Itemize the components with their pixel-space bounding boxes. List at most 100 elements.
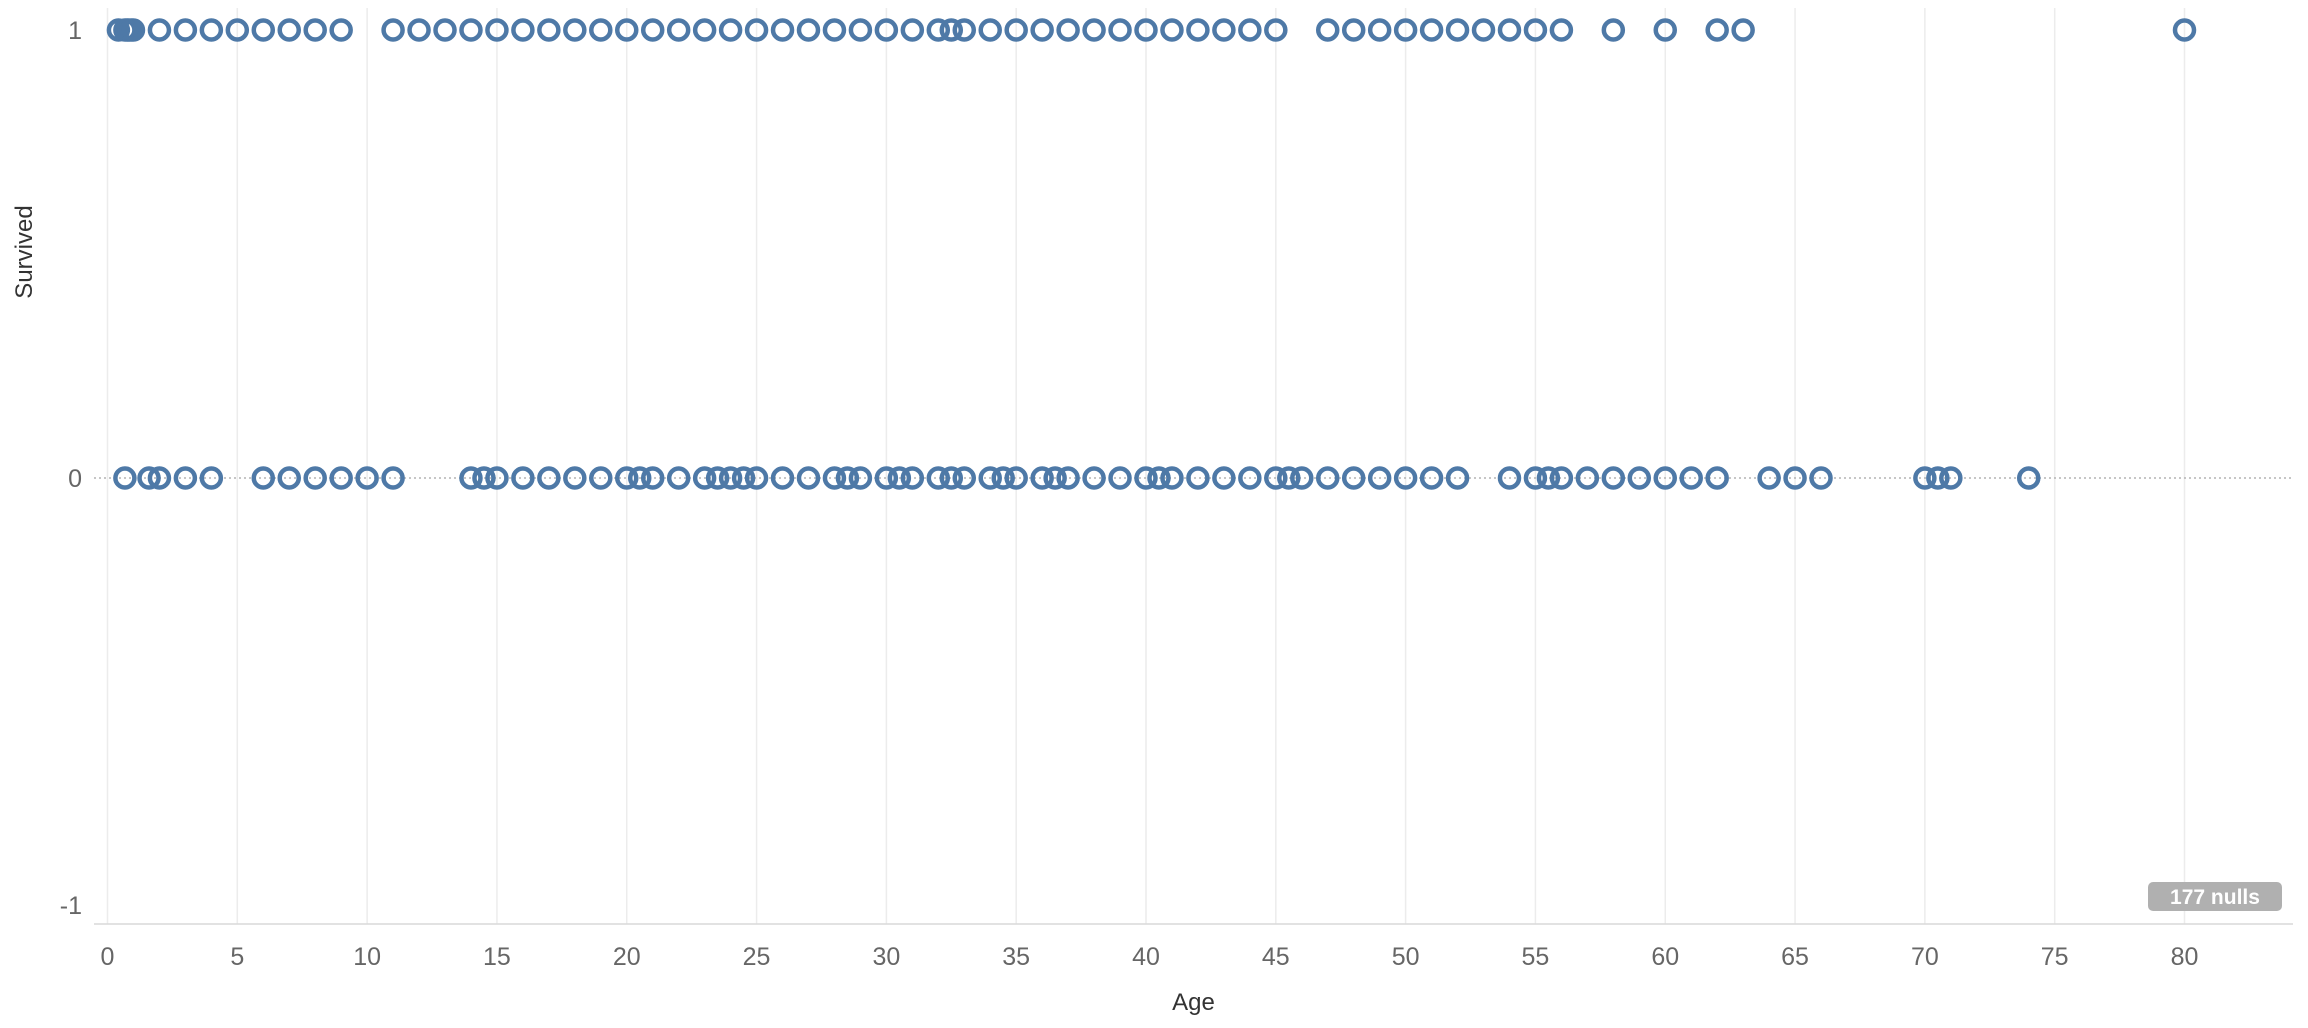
data-point[interactable] — [952, 18, 977, 42]
data-point[interactable] — [1341, 466, 1366, 490]
data-point[interactable] — [978, 466, 1002, 490]
data-point[interactable] — [303, 18, 327, 42]
mark-layer[interactable] — [106, 18, 2197, 490]
data-point[interactable] — [900, 18, 925, 42]
data-point[interactable] — [563, 466, 587, 490]
data-point[interactable] — [1160, 466, 1184, 490]
data-point[interactable] — [1601, 466, 1626, 490]
data-point[interactable] — [1277, 466, 1301, 490]
data-point[interactable] — [381, 18, 405, 42]
data-point[interactable] — [887, 466, 912, 490]
data-point[interactable] — [952, 466, 977, 490]
data-point[interactable] — [1679, 466, 1703, 490]
data-point[interactable] — [900, 466, 925, 490]
data-point[interactable] — [251, 466, 276, 490]
data-point[interactable] — [1108, 466, 1132, 490]
data-point[interactable] — [1523, 466, 1548, 490]
data-point[interactable] — [485, 466, 509, 490]
data-point[interactable] — [1134, 18, 1158, 42]
data-point[interactable] — [1653, 18, 1677, 42]
data-point[interactable] — [121, 18, 146, 42]
data-point[interactable] — [563, 18, 587, 42]
data-point[interactable] — [926, 466, 951, 490]
data-point[interactable] — [199, 18, 224, 42]
data-point[interactable] — [1004, 18, 1028, 42]
data-point[interactable] — [770, 18, 795, 42]
data-point[interactable] — [1757, 466, 1781, 490]
data-point[interactable] — [1419, 18, 1444, 42]
data-point[interactable] — [147, 466, 172, 490]
data-point[interactable] — [1445, 466, 1470, 490]
data-point[interactable] — [1004, 466, 1028, 490]
data-point[interactable] — [1056, 18, 1080, 42]
data-point[interactable] — [640, 18, 665, 42]
data-point[interactable] — [1160, 18, 1184, 42]
data-point[interactable] — [1471, 18, 1496, 42]
data-point[interactable] — [939, 466, 964, 490]
data-point[interactable] — [718, 466, 743, 490]
data-point[interactable] — [1030, 466, 1054, 490]
data-point[interactable] — [1523, 18, 1548, 42]
data-point[interactable] — [1601, 18, 1626, 42]
data-point[interactable] — [251, 18, 276, 42]
data-point[interactable] — [718, 18, 743, 42]
data-point[interactable] — [1367, 18, 1392, 42]
data-point[interactable] — [1186, 18, 1210, 42]
data-point[interactable] — [1549, 466, 1574, 490]
data-point[interactable] — [329, 466, 353, 490]
data-point[interactable] — [1134, 466, 1158, 490]
data-point[interactable] — [1238, 18, 1262, 42]
data-point[interactable] — [407, 18, 431, 42]
data-point[interactable] — [225, 18, 250, 42]
data-point[interactable] — [537, 18, 561, 42]
data-point[interactable] — [822, 466, 847, 490]
data-point[interactable] — [874, 466, 899, 490]
data-point[interactable] — [303, 466, 327, 490]
data-point[interactable] — [147, 18, 172, 42]
data-point[interactable] — [1315, 18, 1340, 42]
data-point[interactable] — [277, 18, 301, 42]
data-point[interactable] — [1926, 466, 1950, 490]
data-point[interactable] — [640, 466, 665, 490]
data-point[interactable] — [485, 18, 509, 42]
data-point[interactable] — [1497, 466, 1522, 490]
data-point[interactable] — [433, 18, 457, 42]
data-point[interactable] — [2016, 466, 2041, 490]
data-point[interactable] — [137, 466, 161, 490]
data-point[interactable] — [926, 18, 951, 42]
data-point[interactable] — [1705, 466, 1729, 490]
data-point[interactable] — [1238, 466, 1262, 490]
data-point[interactable] — [796, 18, 821, 42]
data-point[interactable] — [1315, 466, 1340, 490]
data-point[interactable] — [113, 466, 137, 490]
data-point[interactable] — [1445, 18, 1470, 42]
data-point[interactable] — [615, 18, 639, 42]
data-point[interactable] — [277, 466, 301, 490]
data-point[interactable] — [1341, 18, 1366, 42]
data-point[interactable] — [1212, 18, 1236, 42]
data-point[interactable] — [1419, 466, 1444, 490]
data-point[interactable] — [1393, 18, 1418, 42]
data-point[interactable] — [199, 466, 224, 490]
data-point[interactable] — [627, 466, 652, 490]
data-point[interactable] — [939, 18, 964, 42]
data-point[interactable] — [1731, 18, 1755, 42]
data-point[interactable] — [744, 466, 769, 490]
data-point[interactable] — [2172, 18, 2197, 42]
data-point[interactable] — [1783, 466, 1807, 490]
data-point[interactable] — [589, 466, 613, 490]
data-point[interactable] — [355, 466, 379, 490]
data-point[interactable] — [459, 466, 483, 490]
data-point[interactable] — [1939, 466, 1963, 490]
data-point[interactable] — [1809, 466, 1833, 490]
data-point[interactable] — [1705, 18, 1729, 42]
data-point[interactable] — [381, 466, 405, 490]
data-point[interactable] — [329, 18, 353, 42]
data-point[interactable] — [1264, 466, 1288, 490]
data-point[interactable] — [770, 466, 795, 490]
data-point[interactable] — [692, 18, 717, 42]
data-point[interactable] — [511, 18, 535, 42]
data-point[interactable] — [1367, 466, 1392, 490]
data-point[interactable] — [537, 466, 561, 490]
data-point[interactable] — [874, 18, 899, 42]
